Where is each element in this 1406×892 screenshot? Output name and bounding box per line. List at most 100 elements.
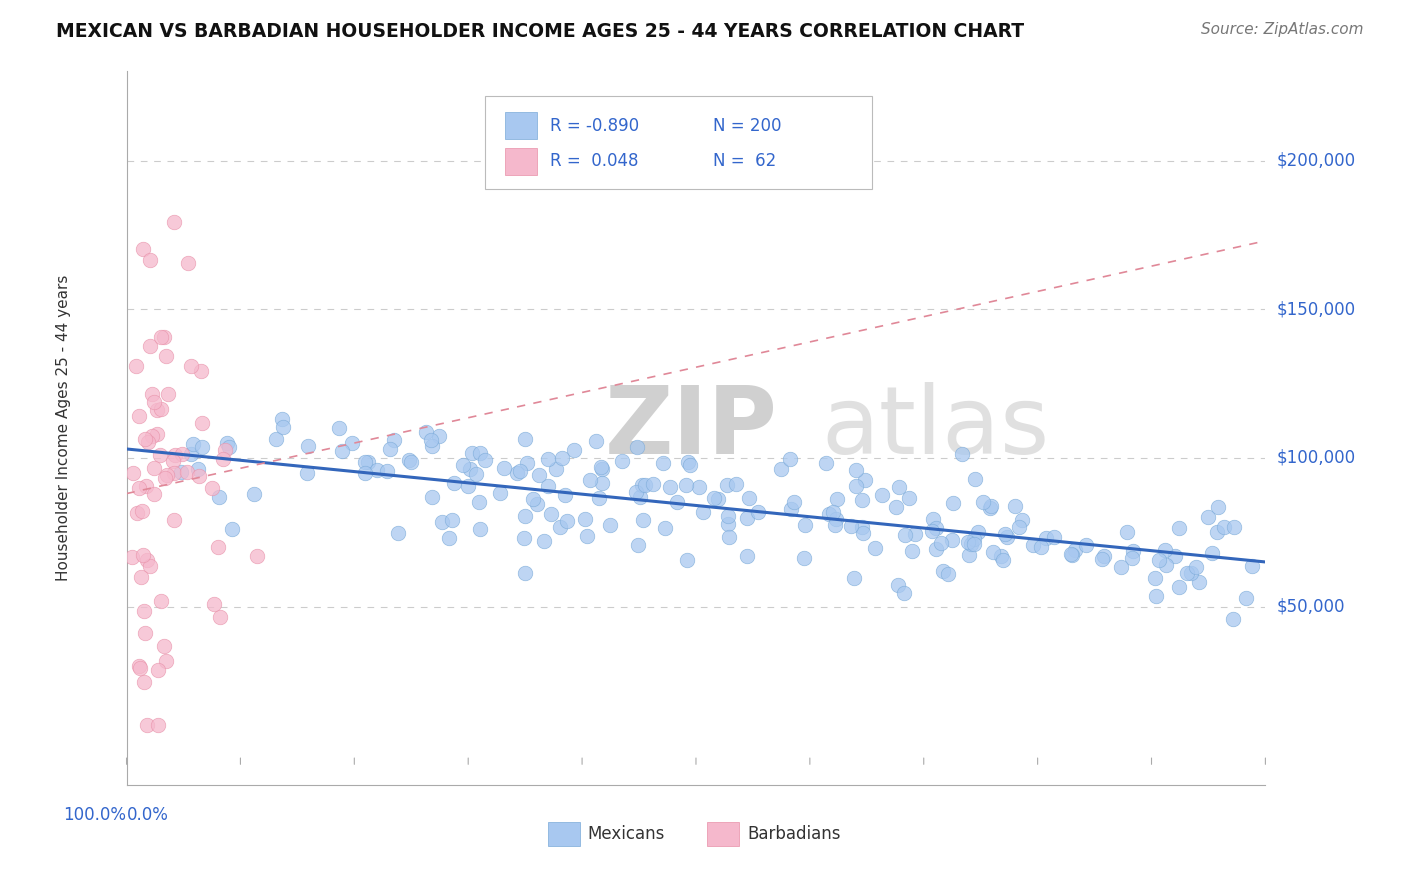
Point bbox=[1116, 524, 1139, 539]
Point bbox=[993, 527, 1015, 541]
Point bbox=[384, 433, 406, 447]
Point bbox=[794, 517, 817, 532]
Point bbox=[136, 718, 159, 732]
Point bbox=[143, 487, 166, 501]
FancyBboxPatch shape bbox=[485, 96, 873, 189]
Point bbox=[922, 512, 945, 526]
Point bbox=[898, 491, 921, 505]
Point bbox=[208, 610, 231, 624]
Point bbox=[1184, 560, 1206, 574]
Point bbox=[894, 528, 917, 542]
Point bbox=[1223, 520, 1246, 534]
Point bbox=[631, 478, 654, 492]
Point bbox=[963, 537, 986, 551]
FancyBboxPatch shape bbox=[548, 822, 579, 846]
Point bbox=[921, 524, 943, 539]
Point bbox=[187, 462, 209, 476]
Point bbox=[128, 481, 150, 495]
Point bbox=[626, 441, 648, 455]
Point bbox=[153, 639, 176, 653]
Text: R =  0.048: R = 0.048 bbox=[550, 153, 638, 170]
Point bbox=[148, 663, 170, 677]
Point bbox=[353, 467, 375, 481]
Point bbox=[537, 452, 560, 467]
Point bbox=[129, 570, 152, 584]
Point bbox=[893, 586, 915, 600]
Point bbox=[980, 500, 1002, 514]
Point bbox=[489, 485, 512, 500]
Point bbox=[1167, 580, 1189, 594]
Point bbox=[180, 359, 202, 373]
Text: $100,000: $100,000 bbox=[1277, 449, 1355, 467]
Point bbox=[170, 447, 193, 461]
Point bbox=[821, 505, 844, 519]
Point bbox=[1076, 538, 1098, 552]
Point bbox=[703, 491, 725, 505]
Point bbox=[544, 462, 567, 476]
Point bbox=[201, 482, 224, 496]
Point bbox=[1043, 530, 1066, 544]
Point bbox=[932, 564, 955, 578]
Text: N = 200: N = 200 bbox=[713, 117, 782, 135]
Point bbox=[717, 516, 740, 531]
Point bbox=[142, 395, 165, 409]
Point bbox=[163, 215, 186, 229]
Point bbox=[157, 387, 180, 401]
Point bbox=[981, 545, 1004, 559]
Text: Mexicans: Mexicans bbox=[588, 825, 665, 843]
Point bbox=[437, 532, 460, 546]
Point bbox=[651, 456, 673, 470]
Point bbox=[191, 417, 214, 431]
Point bbox=[1121, 551, 1143, 566]
Point bbox=[724, 477, 747, 491]
Point bbox=[1168, 521, 1191, 535]
Point bbox=[132, 548, 155, 562]
Point bbox=[579, 473, 602, 487]
Point bbox=[212, 451, 235, 466]
Point bbox=[1213, 519, 1236, 533]
Point bbox=[430, 516, 453, 530]
Point bbox=[628, 490, 651, 504]
Point bbox=[149, 448, 172, 462]
Point bbox=[177, 256, 200, 270]
Point bbox=[295, 466, 318, 480]
Point bbox=[127, 506, 149, 520]
Point bbox=[1147, 553, 1170, 567]
Point bbox=[957, 548, 980, 562]
Point bbox=[143, 461, 166, 475]
Point bbox=[824, 517, 846, 532]
Point bbox=[399, 455, 422, 469]
Point bbox=[420, 438, 443, 452]
Point bbox=[851, 493, 873, 508]
Point bbox=[591, 476, 613, 491]
Point bbox=[747, 505, 769, 519]
Point bbox=[903, 527, 925, 541]
Point bbox=[465, 467, 488, 481]
Point bbox=[271, 420, 294, 434]
Text: N =  62: N = 62 bbox=[713, 153, 776, 170]
Text: atlas: atlas bbox=[821, 382, 1049, 475]
Point bbox=[1163, 549, 1185, 563]
Point bbox=[1029, 540, 1052, 554]
Point bbox=[929, 536, 952, 550]
Point bbox=[676, 455, 699, 469]
Point bbox=[139, 252, 162, 267]
Point bbox=[218, 440, 240, 454]
Point bbox=[1197, 509, 1219, 524]
Point bbox=[884, 500, 907, 515]
Point bbox=[191, 440, 214, 454]
Point bbox=[588, 491, 610, 505]
Point bbox=[950, 447, 973, 461]
Point bbox=[441, 513, 464, 527]
Point bbox=[1241, 558, 1264, 573]
Point bbox=[827, 491, 849, 506]
Text: MEXICAN VS BARBADIAN HOUSEHOLDER INCOME AGES 25 - 44 YEARS CORRELATION CHART: MEXICAN VS BARBADIAN HOUSEHOLDER INCOME … bbox=[56, 22, 1025, 41]
Point bbox=[624, 485, 647, 500]
Point bbox=[208, 490, 231, 504]
Point bbox=[941, 533, 963, 548]
Point bbox=[627, 538, 650, 552]
Point bbox=[180, 447, 202, 461]
Point bbox=[679, 458, 702, 472]
Point bbox=[221, 522, 243, 536]
Point bbox=[509, 464, 531, 478]
